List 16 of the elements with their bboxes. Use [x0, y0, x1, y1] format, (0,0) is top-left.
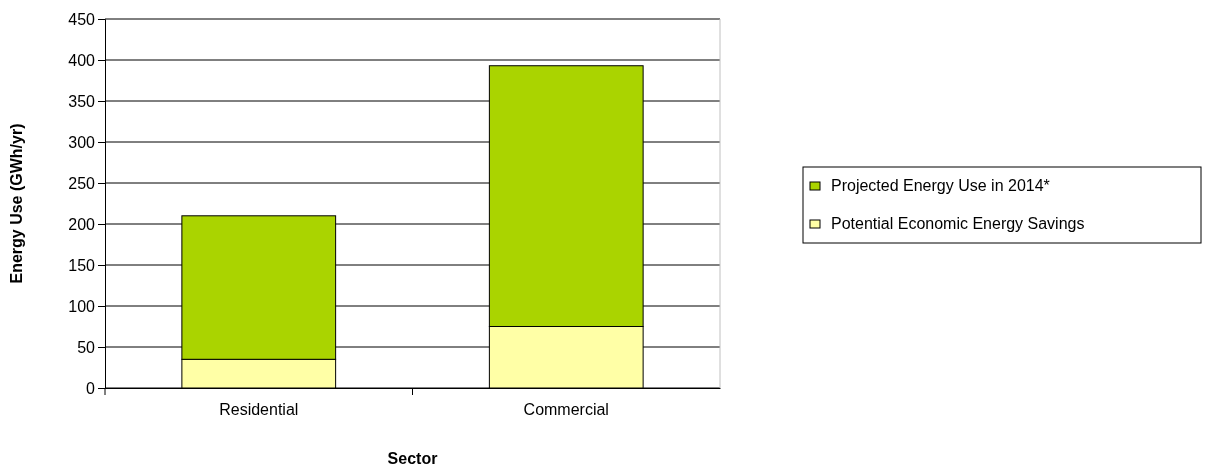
x-axis-title: Sector — [387, 450, 438, 467]
x-tick-label: Residential — [219, 401, 299, 419]
legend-label: Projected Energy Use in 2014* — [831, 177, 1050, 194]
y-tick-label: 250 — [68, 174, 96, 192]
y-tick-label: 300 — [68, 133, 96, 151]
y-tick-label: 450 — [68, 10, 96, 28]
y-tick-label: 0 — [86, 379, 96, 397]
y-axis-title: Energy Use (GWh/yr) — [8, 123, 25, 284]
x-tick-label: Commercial — [523, 401, 609, 419]
y-tick-label: 50 — [77, 338, 96, 356]
y-tick-label: 350 — [68, 92, 96, 110]
legend-label: Potential Economic Energy Savings — [831, 215, 1085, 232]
y-tick-label: 400 — [68, 51, 96, 69]
y-tick-label: 200 — [68, 215, 96, 233]
y-tick-label: 150 — [68, 256, 96, 274]
y-tick-label: 100 — [68, 297, 96, 315]
